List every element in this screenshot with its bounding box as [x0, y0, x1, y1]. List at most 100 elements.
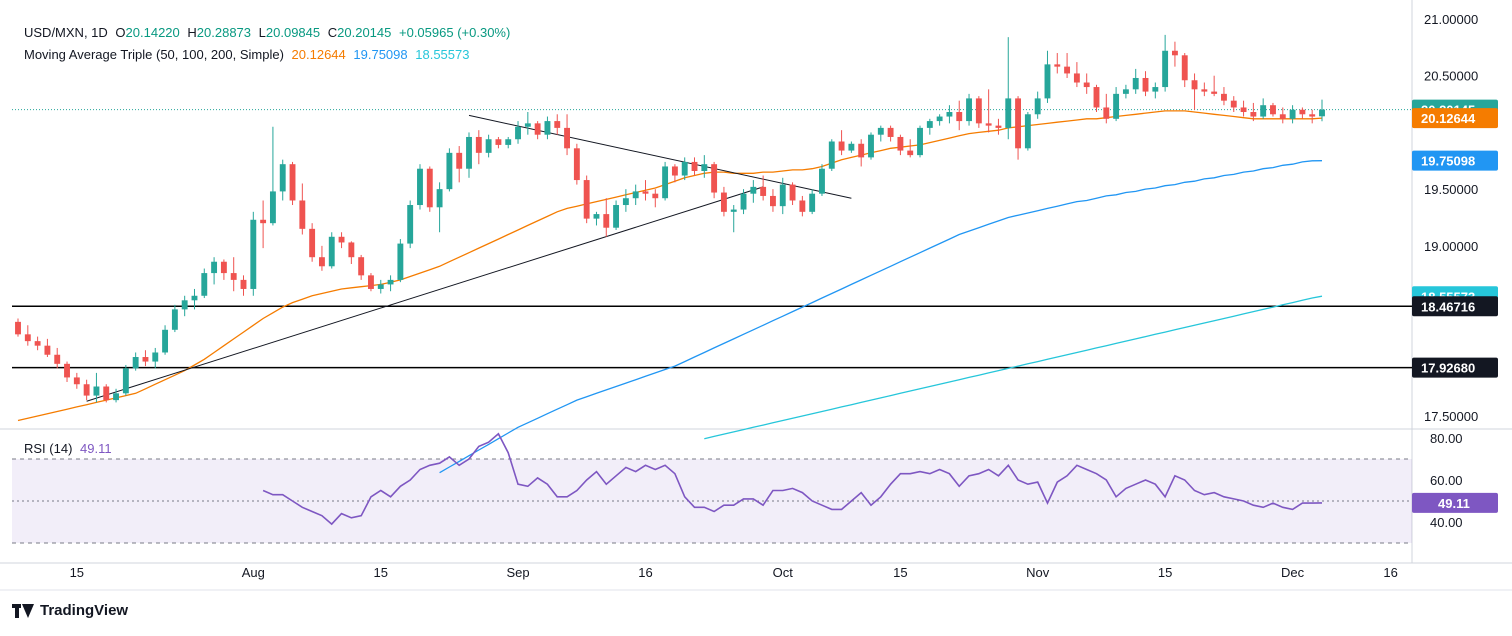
- candle-body: [181, 300, 188, 310]
- candle-body: [652, 193, 659, 199]
- candle-body: [926, 121, 933, 128]
- candle-body: [956, 112, 963, 122]
- candle-body: [122, 368, 129, 394]
- candle-body: [632, 191, 639, 199]
- candle-body: [809, 193, 816, 212]
- candle-body: [338, 236, 345, 243]
- candle-body: [848, 143, 855, 151]
- candle-body: [1054, 64, 1061, 67]
- candle-body: [1132, 77, 1139, 90]
- candle-body: [701, 164, 708, 171]
- rsi-tick-label: 60.00: [1430, 473, 1463, 488]
- price-tag: 20.12644: [1421, 111, 1476, 126]
- candle-body: [279, 164, 286, 192]
- candle-body: [1171, 50, 1178, 56]
- candle-body: [1221, 93, 1227, 101]
- candle-body: [54, 354, 61, 364]
- candle-body: [711, 164, 718, 193]
- candle-body: [485, 139, 492, 153]
- candle-body: [770, 195, 776, 207]
- candle-body: [93, 386, 100, 396]
- candle-body: [201, 273, 208, 296]
- candle-body: [662, 166, 669, 199]
- time-tick-label: 15: [70, 565, 84, 580]
- candle-body: [819, 168, 825, 194]
- candle-body: [946, 112, 953, 117]
- candle-body: [1201, 89, 1208, 92]
- candle-body: [1005, 98, 1012, 128]
- rsi-line: [262, 432, 1323, 526]
- candle-body: [44, 345, 51, 355]
- time-tick-label: Nov: [1026, 565, 1050, 580]
- candle-body: [15, 321, 21, 335]
- time-tick-label: 15: [374, 565, 388, 580]
- candle-body: [309, 228, 316, 258]
- candle-body: [505, 139, 512, 145]
- ma200-value: 18.55573: [415, 47, 470, 62]
- candle-body: [583, 180, 590, 219]
- time-tick-label: 16: [1383, 565, 1397, 580]
- candle-body: [348, 242, 355, 258]
- price-tag: 19.75098: [1421, 154, 1475, 169]
- candle-body: [897, 136, 904, 151]
- candle-body: [622, 198, 629, 206]
- candle-body: [613, 205, 620, 228]
- rsi-tick-label: 40.00: [1430, 515, 1463, 530]
- symbol-header: USD/MXN, 1D O20.14220 H20.28873 L20.0984…: [24, 25, 510, 40]
- candle-body: [838, 141, 845, 151]
- candle-body: [995, 125, 1002, 128]
- candle-body: [407, 205, 414, 244]
- level-tag-bg: [1412, 296, 1498, 317]
- candle-body: [1073, 73, 1080, 83]
- candle-body: [152, 352, 159, 362]
- candle-body: [1034, 98, 1041, 115]
- candle-body: [917, 127, 923, 156]
- low-value: 20.09845: [265, 25, 321, 40]
- high-label: H: [187, 25, 197, 40]
- candle-body: [966, 98, 972, 122]
- candle-body: [436, 189, 443, 208]
- time-tick-label: Oct: [773, 565, 794, 580]
- candle-body: [289, 164, 296, 201]
- candle-body: [1299, 109, 1306, 115]
- rsi-tick-label: 80.00: [1430, 431, 1463, 446]
- candle-body: [1103, 107, 1110, 119]
- candle-body: [1309, 114, 1316, 117]
- candle-body: [368, 275, 374, 289]
- ma200-line: [704, 295, 1323, 440]
- tradingview-mark-icon: [12, 603, 34, 618]
- candle-body: [1083, 82, 1090, 88]
- candle-body: [593, 214, 600, 219]
- time-tick-label: 16: [638, 565, 652, 580]
- time-tick-label: Sep: [506, 565, 529, 580]
- candle-body: [573, 148, 580, 181]
- candle-body: [299, 200, 306, 229]
- candle-body: [377, 284, 384, 289]
- candle-body: [1015, 98, 1022, 149]
- candle-body: [760, 186, 767, 196]
- candle-body: [868, 134, 874, 158]
- tradingview-logo[interactable]: TradingView: [12, 602, 128, 619]
- candle-body: [534, 123, 541, 135]
- candle-body: [171, 309, 178, 330]
- candle-body: [740, 193, 747, 210]
- candle-body: [211, 261, 218, 274]
- ma100-value: 19.75098: [353, 47, 408, 62]
- candle-body: [1024, 114, 1031, 149]
- rsi-header: RSI (14) 49.11: [24, 441, 112, 456]
- candle-body: [73, 377, 80, 385]
- price-tick-label: 19.50000: [1424, 182, 1478, 197]
- candle-body: [1319, 109, 1325, 117]
- change-value: +0.05965 (+0.30%): [399, 25, 511, 40]
- candle-body: [456, 152, 463, 169]
- candle-body: [34, 341, 41, 346]
- candle-body: [564, 127, 570, 149]
- time-tick-label: 15: [1158, 565, 1172, 580]
- candle-body: [1260, 105, 1267, 117]
- candle-body: [495, 139, 502, 145]
- candle-body: [426, 168, 433, 208]
- low-label: L: [258, 25, 266, 40]
- candle-body: [260, 219, 267, 224]
- candle-body: [269, 191, 276, 224]
